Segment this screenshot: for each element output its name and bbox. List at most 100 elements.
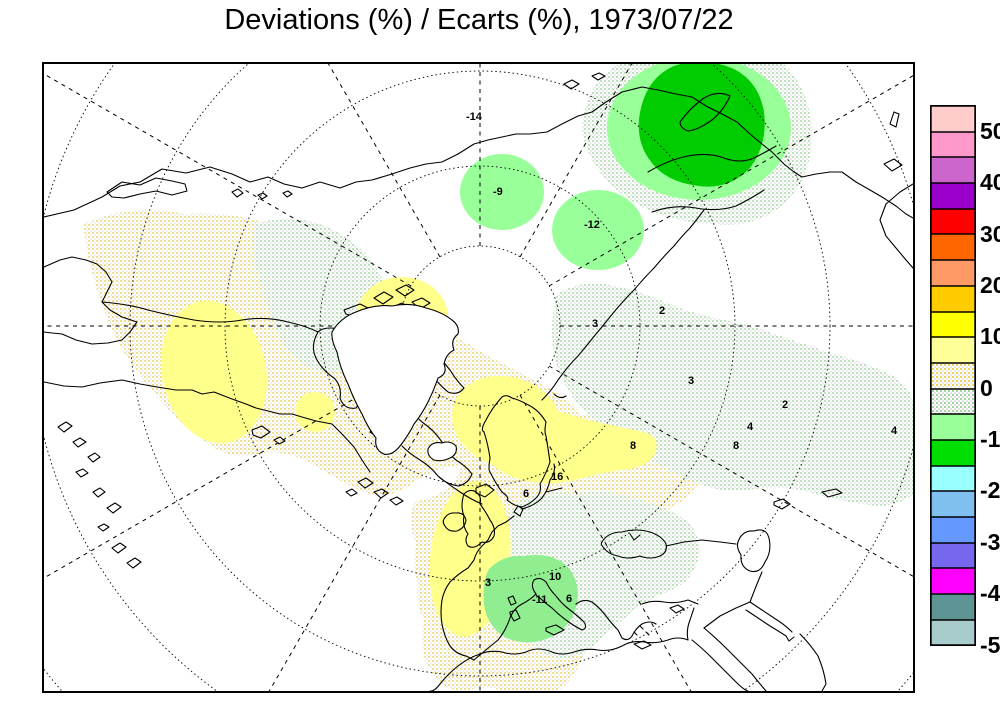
coast-persian-gulf bbox=[745, 571, 827, 691]
coast-novaya-zemlya bbox=[679, 92, 731, 132]
legend-swatch bbox=[931, 542, 975, 569]
coast-quebec-labrador bbox=[399, 405, 473, 487]
legend-swatch bbox=[931, 414, 975, 440]
contour-labels: -14 -9 -12 3 2 3 2 4 8 4 16 8 6 3 10 -11… bbox=[466, 111, 898, 606]
coast-caspian-sea bbox=[736, 529, 771, 573]
contour-label: 3 bbox=[485, 577, 491, 589]
coast-italy bbox=[531, 577, 587, 631]
coast-alaska-south bbox=[44, 379, 371, 473]
legend-swatch bbox=[931, 337, 975, 363]
coast-aral-balkhash bbox=[773, 488, 843, 510]
legend-tick: -40 bbox=[980, 580, 1000, 606]
legend-swatch bbox=[931, 439, 975, 466]
coast-denmark bbox=[513, 505, 524, 517]
legend-swatch bbox=[931, 131, 975, 158]
coast-st-lawrence bbox=[437, 475, 483, 505]
color-scale-swatches bbox=[930, 105, 976, 647]
contour-label: 2 bbox=[782, 399, 788, 411]
coast-iceland bbox=[427, 441, 457, 462]
coast-sicily-sardinia-corsica bbox=[507, 595, 565, 636]
legend-tick: 40 bbox=[980, 169, 1000, 195]
legend-swatch bbox=[931, 619, 975, 646]
legend-swatch bbox=[931, 517, 975, 543]
legend-swatch bbox=[931, 465, 975, 492]
coast-red-sea-africa-side bbox=[691, 639, 749, 691]
contour-label: -12 bbox=[584, 219, 600, 231]
coast-alaska-seward bbox=[44, 256, 138, 345]
coast-great-lakes bbox=[345, 477, 404, 506]
legend-swatch bbox=[931, 285, 975, 312]
legend-swatch bbox=[931, 208, 975, 235]
coast-aleutian-chain bbox=[57, 421, 142, 569]
region-yellow-alaska bbox=[160, 300, 268, 444]
legend-swatch bbox=[931, 388, 975, 415]
region-yellow-baltic bbox=[471, 402, 657, 484]
contour-label: 2 bbox=[659, 305, 665, 317]
coastlines bbox=[44, 72, 913, 691]
legend-swatch bbox=[931, 106, 975, 132]
polar-map-plot: -14 -9 -12 3 2 3 2 4 8 4 16 8 6 3 10 -11… bbox=[44, 64, 913, 691]
color-scale-legend: 50 40 30 20 10 0 -10 -20 -30 -40 -50 bbox=[930, 105, 1000, 665]
page-title: Deviations (%) / Ecarts (%), 1973/07/22 bbox=[224, 4, 734, 36]
legend-swatch bbox=[931, 157, 975, 184]
contour-label: 6 bbox=[566, 593, 572, 605]
legend-tick: 10 bbox=[980, 323, 1000, 349]
coast-britain bbox=[461, 489, 496, 548]
legend-swatch bbox=[931, 362, 975, 389]
legend-tick: -20 bbox=[980, 477, 1000, 503]
coast-baltic-sea bbox=[521, 463, 563, 510]
legend-tick: -30 bbox=[980, 529, 1000, 555]
legend-tick: 30 bbox=[980, 221, 1000, 247]
contour-label: 6 bbox=[523, 488, 529, 500]
coast-scandinavia bbox=[481, 395, 551, 508]
contour-label: -9 bbox=[493, 186, 503, 198]
legend-swatch bbox=[931, 491, 975, 517]
legend-tick: 50 bbox=[980, 118, 1000, 144]
legend-swatch bbox=[931, 260, 975, 286]
coast-arabia-north bbox=[703, 601, 751, 629]
legend-tick: 20 bbox=[980, 272, 1000, 298]
coast-caucasus bbox=[665, 539, 737, 547]
map-area: -14 -9 -12 3 2 3 2 4 8 4 16 8 6 3 10 -11… bbox=[42, 62, 915, 693]
contour-label: -11 bbox=[532, 594, 547, 606]
coast-okhotsk bbox=[879, 111, 913, 269]
coast-svalbard bbox=[563, 72, 606, 90]
coast-siberia-arctic bbox=[44, 86, 913, 219]
contour-label: 4 bbox=[747, 421, 754, 433]
legend-tick: -50 bbox=[980, 632, 1000, 658]
anomaly-regions bbox=[84, 64, 913, 691]
legend-swatch bbox=[931, 568, 975, 595]
contour-label: 3 bbox=[592, 318, 598, 330]
graticule-grid bbox=[44, 64, 913, 691]
coast-turkey-south bbox=[641, 599, 699, 605]
coast-kodiak-islands bbox=[251, 425, 286, 445]
coast-black-sea bbox=[600, 529, 667, 559]
contour-label: 16 bbox=[551, 471, 563, 483]
coast-west-europe-iberia bbox=[440, 515, 515, 661]
legend-swatch bbox=[931, 594, 975, 620]
contour-label: 8 bbox=[733, 440, 739, 452]
legend-tick: 0 bbox=[980, 375, 993, 401]
contour-label: 4 bbox=[891, 425, 898, 437]
legend-swatch bbox=[931, 311, 975, 338]
region-green-deep-kara-core bbox=[638, 64, 765, 187]
contour-label: -14 bbox=[466, 111, 483, 123]
region-yellow-mackenzie bbox=[295, 392, 335, 432]
coast-russia-arctic-west bbox=[541, 209, 705, 401]
legend-tick: -10 bbox=[980, 426, 1000, 452]
coast-chukotka-island bbox=[106, 177, 188, 199]
region-green-near-pole-west bbox=[460, 154, 544, 230]
legend-swatch bbox=[931, 183, 975, 209]
coast-cyprus bbox=[669, 604, 685, 614]
coast-canada-arctic bbox=[101, 301, 319, 333]
contour-label: 8 bbox=[630, 440, 636, 452]
coast-greenland bbox=[331, 303, 459, 455]
coast-aegean-islands bbox=[633, 625, 652, 650]
contour-label: 10 bbox=[549, 571, 561, 583]
coast-spain-france-med bbox=[473, 593, 537, 661]
coast-arabia-west bbox=[703, 627, 767, 691]
legend-swatch bbox=[931, 234, 975, 261]
coast-levant-north-africa bbox=[429, 607, 695, 691]
contour-label: 3 bbox=[688, 375, 694, 387]
